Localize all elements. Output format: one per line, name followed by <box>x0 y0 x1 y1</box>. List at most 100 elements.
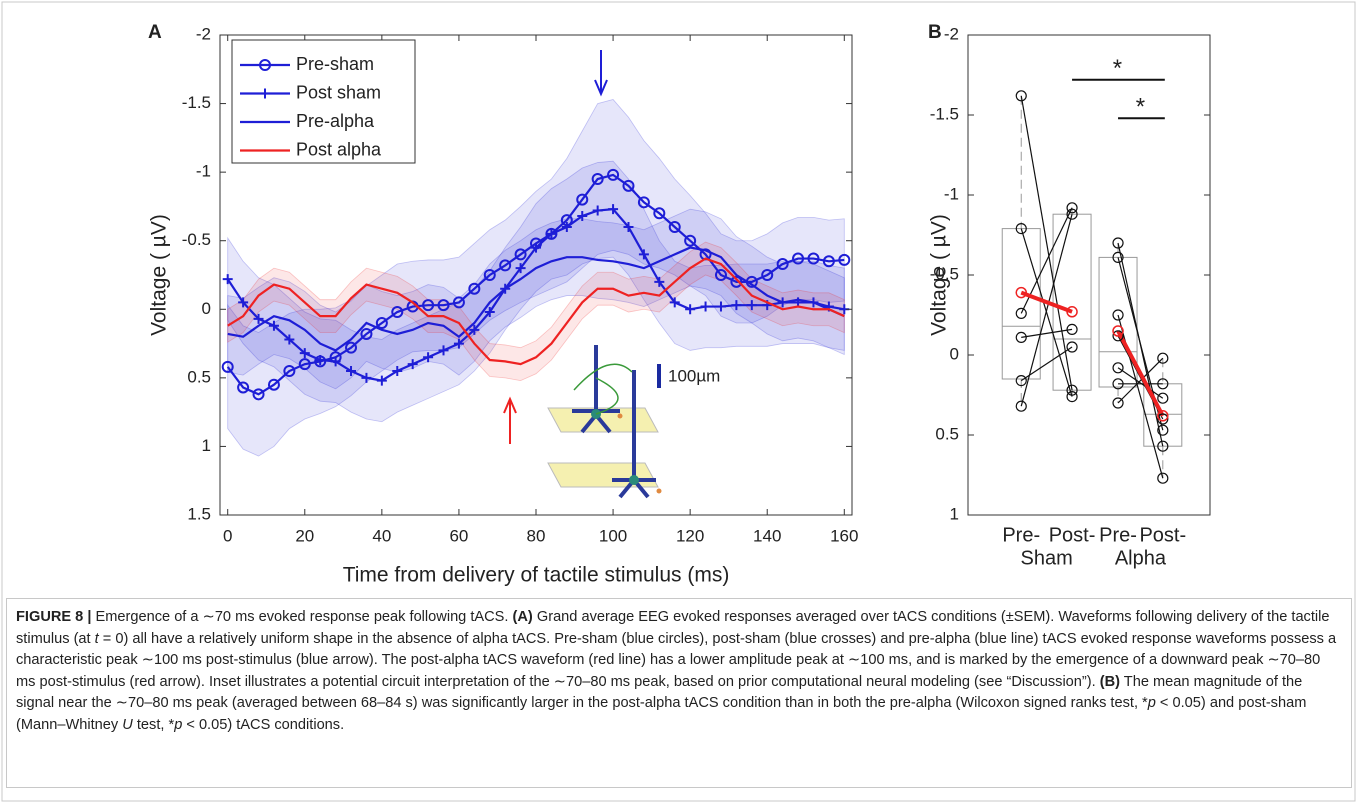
x-axis-label: Time from delivery of tactile stimulus (… <box>343 564 730 587</box>
subject-point <box>1015 400 1027 412</box>
subject-point <box>1157 392 1169 404</box>
subject-point <box>1157 413 1169 425</box>
caption-run: p <box>174 716 183 733</box>
marker-plus <box>315 355 326 366</box>
marker-circle <box>807 252 820 265</box>
marker-circle <box>822 255 835 268</box>
marker-circle <box>792 252 805 265</box>
x-tick-label: Pre- <box>1099 524 1137 546</box>
subject-pair <box>1117 357 1164 404</box>
marker-plus <box>238 297 249 308</box>
subject-point <box>1066 384 1078 396</box>
subject-point <box>1066 208 1078 220</box>
subject-point <box>1015 223 1027 235</box>
subject-point <box>1157 352 1169 364</box>
y-tick-label: 1 <box>202 436 211 455</box>
y-tick-label: -1 <box>196 162 211 181</box>
marker-plus <box>669 297 680 308</box>
marker-circle <box>283 365 296 377</box>
marker-circle <box>622 179 635 192</box>
peak-arrows <box>503 50 608 444</box>
marker-circle <box>591 173 604 185</box>
y-axis-label: Voltage ( µV) <box>928 214 951 336</box>
significance-label: * <box>1136 94 1145 121</box>
marker-circle <box>499 259 512 272</box>
subject-point <box>1157 424 1169 436</box>
marker-plus <box>561 222 572 232</box>
inset-connection <box>595 377 619 415</box>
series-line <box>227 257 845 366</box>
x-tick-label: Post- <box>1049 524 1096 546</box>
marker-plus <box>638 249 649 260</box>
caption-run: = 0) all have a relatively uniform shape… <box>16 630 1337 690</box>
subject-point <box>1066 323 1078 335</box>
subject-point <box>1112 362 1124 374</box>
sem-band <box>227 208 845 390</box>
x-tick-label: 100 <box>599 526 627 545</box>
x-tick-label: 0 <box>223 526 232 545</box>
box <box>1098 256 1138 388</box>
marker-plus <box>685 304 696 315</box>
marker-circle <box>360 327 373 340</box>
legend-label: Post alpha <box>296 139 382 159</box>
y-tick-label: 0.5 <box>935 424 959 443</box>
legend-box <box>231 39 416 164</box>
marker-circle <box>237 381 250 394</box>
y-tick-label: -0.5 <box>182 230 211 249</box>
subject-pair <box>1021 328 1073 338</box>
red-arrow-head <box>503 396 517 414</box>
subject-point <box>1066 341 1078 353</box>
legend-label: Pre-alpha <box>296 111 375 131</box>
marker-circle <box>252 388 265 401</box>
caption-run: U <box>122 716 133 733</box>
marker-circle <box>437 299 450 312</box>
marker-circle <box>375 317 388 329</box>
caption: FIGURE 8 | Emergence of a ∼70 ms evoked … <box>6 598 1352 788</box>
marker-plus <box>531 242 541 253</box>
subject-pair <box>1117 367 1164 399</box>
marker-plus <box>330 356 341 367</box>
marker-plus <box>469 324 480 335</box>
subject-point <box>1015 307 1027 319</box>
marker-circle <box>838 253 851 266</box>
y-tick-label: -2 <box>196 24 211 43</box>
mean-point <box>1015 286 1027 299</box>
series-line <box>227 246 845 352</box>
marker-plus <box>608 204 619 215</box>
inset-dot <box>617 413 623 419</box>
marker-plus <box>423 352 434 363</box>
y-tick-label: 1.5 <box>187 504 211 523</box>
caption-run: FIGURE 8 | <box>16 609 92 625</box>
legend-marker <box>260 88 270 99</box>
x-tick-label: Post- <box>1139 524 1186 546</box>
caption-run: Emergence of a ∼70 ms evoked response pe… <box>91 609 513 625</box>
subject-point <box>1157 378 1169 390</box>
marker-plus <box>623 222 634 232</box>
caption-run: (A) <box>512 609 533 625</box>
marker-plus <box>484 307 495 318</box>
caption-run: test, * <box>132 716 175 733</box>
y-tick-label: -0.5 <box>930 264 959 283</box>
marker-circle <box>637 196 650 209</box>
marker-circle <box>514 248 527 261</box>
caption-run: The mean magnitude of the signal near th… <box>16 673 1303 712</box>
marker-plus <box>746 300 757 311</box>
sem-band <box>227 160 845 423</box>
marker-plus <box>453 338 464 349</box>
marker-plus <box>731 300 742 311</box>
marker-circle <box>391 306 404 319</box>
marker-plus <box>515 263 526 274</box>
significance-label: * <box>1113 55 1122 82</box>
marker-circle <box>653 207 666 220</box>
marker-circle <box>267 378 280 391</box>
marker-plus <box>654 276 665 287</box>
subject-point <box>1015 331 1027 343</box>
panel-label: A <box>148 22 162 43</box>
marker-circle <box>684 234 697 247</box>
subject-point <box>1157 472 1169 484</box>
inset-plane <box>547 407 659 433</box>
legend-label: Post sham <box>296 82 381 102</box>
box <box>1052 213 1092 391</box>
x-tick-label: Pre- <box>1002 524 1040 546</box>
